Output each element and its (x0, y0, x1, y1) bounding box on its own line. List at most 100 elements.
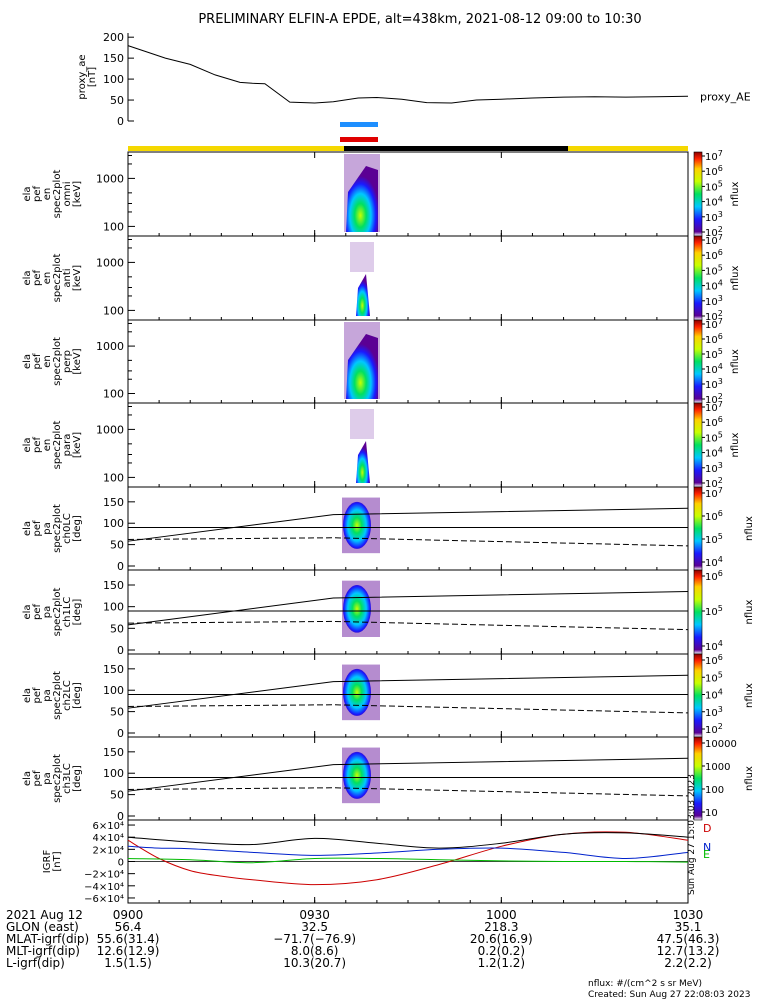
spec-anti-ylabel-line-2: en (42, 272, 53, 285)
spec-omni-colorbar-label: nflux (730, 181, 741, 206)
pa-ch3-ytick-label: 100 (103, 767, 124, 780)
pa-ch2-ytick-label: 150 (103, 663, 124, 676)
pa-ch2-ylabel-line-3: spec2plot (52, 671, 63, 720)
spec-anti-colorbar-tick-label: 102 (705, 309, 723, 323)
igrf-ytick-label: −4×10⁴ (84, 882, 124, 893)
spec-perp-flux-blob (346, 334, 378, 399)
pa-ch0-ytick-label: 150 (103, 496, 124, 509)
science-bar-left (128, 146, 344, 151)
pa-ch1-colorbar-label: nflux (744, 599, 755, 624)
spec-para-colorbar-tick-label: 104 (705, 446, 723, 460)
proxy-ae-ytick-label: 0 (117, 115, 124, 128)
pa-ch1-ylabel-line-0: ela (22, 604, 33, 619)
spec-anti-ylabel-line-0: ela (22, 270, 33, 285)
pa-ch2-ylabel-line-4: ch2LC (62, 680, 73, 711)
igrf-series-total (127, 832, 689, 849)
spec-perp-colorbar-label: nflux (730, 349, 741, 374)
footer-value: 0.2(0.2) (478, 944, 526, 958)
pa-ch3-ylabel-line-1: pef (32, 770, 43, 787)
pa-ch0-ylabel-line-1: pef (32, 520, 43, 537)
spec-anti-colorbar-tick-label: 105 (705, 263, 723, 277)
igrf-series-D (127, 831, 689, 886)
pa-ch1-ylabel-line-1: pef (32, 604, 43, 621)
spec-omni-ylabel-line-5: [keV] (72, 181, 83, 207)
pa-ch1-ytick-label: 50 (110, 622, 124, 635)
spec-omni-ytick-label: 100 (103, 220, 124, 233)
footer-value: −71.7(−76.9) (273, 932, 356, 946)
footer-value: 47.5(46.3) (657, 932, 720, 946)
spec-para-frame (127, 402, 689, 488)
pa-ch0-losscone-line (127, 507, 689, 542)
pa-ch0-antilosscone-line (127, 537, 689, 547)
pa-ch3-colorbar-label: nflux (744, 766, 755, 791)
spec-perp-colorbar-tick-label: 107 (705, 317, 723, 331)
spec-omni-colorbar-tick-label: 102 (705, 225, 723, 239)
pa-ch2-ytick-label: 100 (103, 684, 124, 697)
footer-value: 0900 (113, 908, 144, 922)
spec-perp-colorbar-tick-label: 102 (705, 392, 723, 406)
footer-row-label: MLAT-igrf(dip) (6, 932, 89, 946)
spec-perp-ylabel-line-2: en (42, 355, 53, 368)
pa-ch2-colorbar-tick-label: 106 (705, 653, 723, 667)
spec-omni-ylabel-line-4: omni (62, 182, 73, 207)
orbit-markers (128, 122, 688, 151)
spec-omni-colorbar-tick-label: 105 (705, 179, 723, 193)
pa-ch2-ytick-label: 0 (117, 727, 124, 740)
spec-perp-colorbar-tick-label: 103 (705, 377, 723, 391)
footer-value: 20.6(16.9) (470, 932, 533, 946)
igrf-ylabel-line-1: [nT] (52, 851, 63, 871)
spec-omni-colorbar-tick-label: 103 (705, 210, 723, 224)
pa-ch0-ylabel-line-0: ela (22, 521, 33, 536)
pa-ch3-ytick-label: 150 (103, 746, 124, 759)
pa-ch3-ylabel-line-0: ela (22, 771, 33, 786)
spec-perp-colorbar-tick-label: 106 (705, 332, 723, 346)
spec-anti-ylabel-line-1: pef (32, 270, 43, 287)
proxy-ae-ytick-label: 150 (103, 52, 124, 65)
spec-anti-colorbar-tick-label: 106 (705, 248, 723, 262)
pa-ch2-ytick-label: 50 (110, 706, 124, 719)
footer-value: 56.4 (115, 920, 142, 934)
spec-omni-flux-blob (346, 166, 378, 232)
pa-ch2-ylabel-line-0: ela (22, 688, 33, 703)
pa-ch2-colorbar-label: nflux (744, 683, 755, 708)
pa-ch2-antilosscone-line (127, 704, 689, 714)
spec-para-ylabel-line-4: para (62, 434, 73, 457)
footer-value: 10.3(20.7) (283, 956, 346, 970)
spec-para-colorbar-tick-label: 102 (705, 476, 723, 490)
footer-value: 2.2(2.2) (664, 956, 712, 970)
igrf-ytick-label: −6×10⁴ (84, 894, 124, 905)
footer-value: 1.2(1.2) (478, 956, 526, 970)
footer-value: 8.0(8.6) (291, 944, 339, 958)
spec-para-haze (350, 409, 374, 439)
pa-ch3-ytick-label: 50 (110, 789, 124, 802)
pa-ch3-ylabel-line-3: spec2plot (52, 754, 63, 803)
pa-ch0-ylabel-line-4: ch0LC (62, 513, 73, 544)
pa-ch3-colorbar-tick-label: 10 (705, 808, 718, 819)
pa-ch0-colorbar-tick-label: 107 (705, 486, 723, 500)
footer-value: 32.5 (301, 920, 328, 934)
proxy-ae-ylabel-line-1: [nT] (87, 67, 98, 87)
pa-ch3-colorbar-tick-label: 10000 (705, 739, 737, 750)
pa-ch1-ytick-label: 150 (103, 579, 124, 592)
footer-value: 35.1 (675, 920, 702, 934)
pa-ch3-ylabel-line-4: ch3LC (62, 763, 73, 794)
footnote-units: nflux: #/(cm^2 s sr MeV) (588, 979, 702, 989)
spec-omni-ytick-label: 1000 (96, 172, 124, 185)
spec-para-colorbar-tick-label: 107 (705, 400, 723, 414)
spec-anti-colorbar (693, 235, 703, 321)
pa-ch2-colorbar (693, 653, 703, 738)
proxy-ae-ylabel-line-0: proxy_ae (77, 54, 88, 99)
spec-para-ytick-label: 100 (103, 471, 124, 484)
spec-anti-flux-blob (356, 274, 370, 316)
pa-ch3-ylabel-line-2: pa (42, 772, 53, 784)
igrf-series-E (127, 857, 689, 864)
spec-perp-ylabel-line-0: ela (22, 354, 33, 369)
pa-ch0-colorbar-label: nflux (744, 516, 755, 541)
pa-ch1-frame (127, 569, 689, 655)
pa-ch1-ytick-label: 100 (103, 601, 124, 614)
spec-omni-ylabel-line-0: ela (22, 186, 33, 201)
spec-anti-colorbar-tick-label: 103 (705, 294, 723, 308)
spec-omni-colorbar-tick-label: 104 (705, 195, 723, 209)
pa-ch0-frame (127, 486, 689, 571)
